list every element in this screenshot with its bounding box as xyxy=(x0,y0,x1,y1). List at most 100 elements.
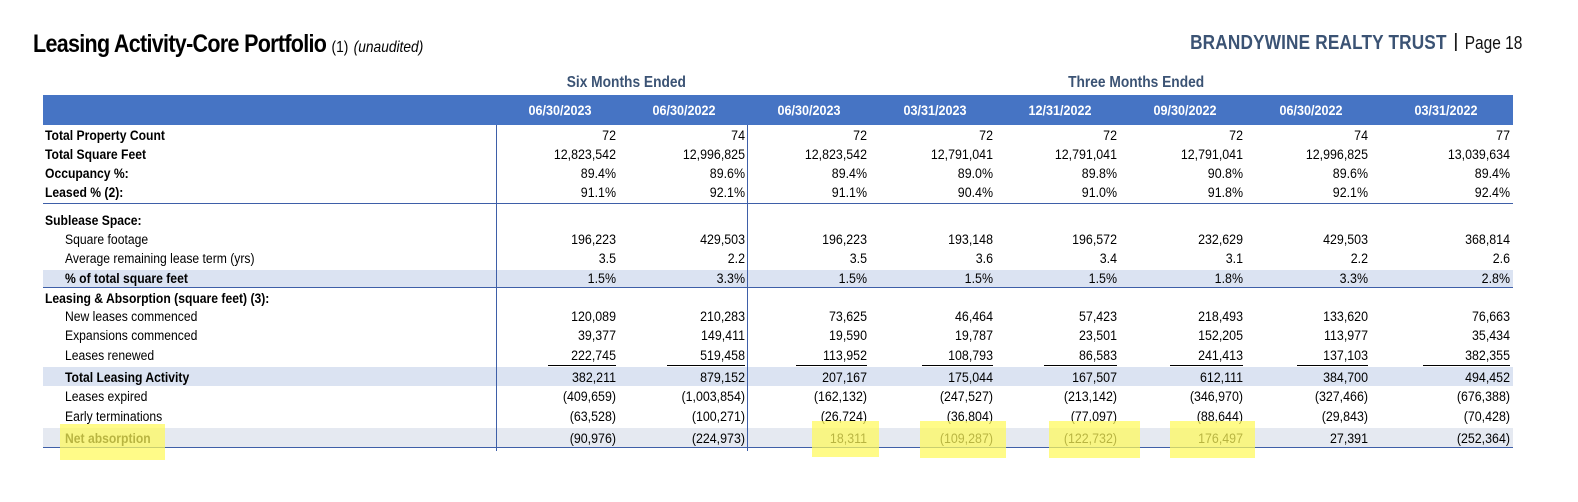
table-cell: 74 xyxy=(1354,128,1368,143)
table-cell: (90,976) xyxy=(569,431,616,446)
row-label: Leasing & Absorption (square feet) (3): xyxy=(45,291,270,306)
table-cell: 27,391 xyxy=(1330,431,1368,446)
table-cell: 89.0% xyxy=(957,166,993,181)
table-cell: (247,527) xyxy=(939,389,993,404)
table-cell: 91.8% xyxy=(1207,185,1243,200)
column-header: 06/30/2023 xyxy=(528,102,592,118)
subtotal-underline xyxy=(1044,365,1117,366)
table-cell: 89.6% xyxy=(1332,166,1368,181)
column-header: 03/31/2023 xyxy=(903,102,967,118)
table-cell: 90.8% xyxy=(1207,166,1243,181)
title-unaudited-note: (unaudited) xyxy=(353,39,424,56)
column-header: 06/30/2022 xyxy=(652,102,716,118)
table-cell: 612,111 xyxy=(1199,370,1243,385)
table-row: New leases commenced 120,089 210,283 73,625… xyxy=(0,307,1578,326)
table-cell: 19,590 xyxy=(829,328,867,343)
table-cell: 196,223 xyxy=(571,232,616,247)
table-cell: 3.6 xyxy=(975,251,993,266)
table-cell: (26,724) xyxy=(820,409,867,424)
row-band-pct-total-sqft xyxy=(43,270,1513,287)
column-divider xyxy=(747,125,748,451)
table-row: Net absorption(90,976)(224,973)18,311(10… xyxy=(0,429,1578,448)
table-cell: 89.6% xyxy=(709,166,745,181)
table-cell: 175,044 xyxy=(948,370,993,385)
row-label: Leased % (2): xyxy=(45,185,124,200)
table-cell: 35,434 xyxy=(1472,328,1510,343)
table-cell: 12,791,041 xyxy=(1054,147,1117,162)
group-header-six-months: Six Months Ended xyxy=(566,74,686,91)
table-cell: (224,973) xyxy=(691,431,745,446)
table-row: Average remaining lease term (yrs) 3.5 2.2… xyxy=(0,249,1578,268)
highlight-mark xyxy=(812,421,879,457)
row-label: Sublease Space: xyxy=(45,213,142,228)
table-cell: 429,503 xyxy=(1323,232,1368,247)
table-cell: 77 xyxy=(1496,128,1510,143)
table-cell: 86,583 xyxy=(1079,348,1117,363)
table-cell: 2.6 xyxy=(1492,251,1510,266)
table-cell: (252,364) xyxy=(1456,431,1510,446)
row-band-total-leasing xyxy=(43,367,1513,386)
row-label: Square footage xyxy=(65,232,149,247)
column-header-bar: 06/30/2023 06/30/2022 06/30/2023 03/31/2… xyxy=(43,95,1513,125)
row-label: Early terminations xyxy=(65,409,163,424)
table-cell: 91.1% xyxy=(831,185,867,200)
highlight-mark xyxy=(920,421,1006,458)
column-header: 09/30/2022 xyxy=(1153,102,1217,118)
table-cell: 13,039,634 xyxy=(1447,147,1510,162)
subtotal-underline xyxy=(667,365,745,366)
table-cell: 89.4% xyxy=(1474,166,1510,181)
table-cell: (36,804) xyxy=(946,409,993,424)
table-cell: 19,787 xyxy=(955,328,993,343)
table-row: % of total square feet 1.5% 3.3% 1.5% 1.5% 1.… xyxy=(0,269,1578,288)
table-cell: (162,132) xyxy=(813,389,867,404)
column-header: 12/31/2022 xyxy=(1028,102,1092,118)
table-cell: 23,501 xyxy=(1079,328,1117,343)
table-cell: 494,452 xyxy=(1465,370,1510,385)
table-row: Occupancy %: 89.4% 89.6% 89.4% 89.0% 89.8% 90.… xyxy=(0,164,1578,183)
table-cell: 113,952 xyxy=(823,348,867,363)
table-cell: 2.2 xyxy=(727,251,745,266)
table-cell: 222,745 xyxy=(571,348,616,363)
table-cell: 72 xyxy=(853,128,867,143)
page-header-brand: BRANDYWINE REALTY TRUST Page 18 xyxy=(1190,32,1522,55)
table-cell: (63,528) xyxy=(569,409,616,424)
table-cell: (346,970) xyxy=(1189,389,1243,404)
table-cell: 3.3% xyxy=(1339,271,1368,286)
table-cell: 113,977 xyxy=(1324,328,1368,343)
table-cell: 90.4% xyxy=(957,185,993,200)
column-divider xyxy=(496,125,497,451)
table-cell: 210,283 xyxy=(700,309,745,324)
table-row: Square footage 196,223 429,503 196,223 193,1… xyxy=(0,230,1578,249)
table-cell: (676,388) xyxy=(1456,389,1510,404)
row-label: Occupancy %: xyxy=(45,166,129,181)
table-cell: 149,411 xyxy=(701,328,745,343)
row-label: Expansions commenced xyxy=(65,328,198,343)
table-cell: 92.4% xyxy=(1474,185,1510,200)
table-cell: 12,791,041 xyxy=(1180,147,1243,162)
table-cell: 3.5 xyxy=(598,251,616,266)
row-label: Average remaining lease term (yrs) xyxy=(65,251,255,266)
table-cell: (409,659) xyxy=(562,389,616,404)
table-cell: 218,493 xyxy=(1198,309,1243,324)
title-footnote-ref: (1) xyxy=(331,39,349,56)
company-name: BRANDYWINE REALTY TRUST xyxy=(1189,32,1447,54)
table-cell: (327,466) xyxy=(1314,389,1368,404)
table-cell: 429,503 xyxy=(700,232,745,247)
table-cell: 39,377 xyxy=(578,328,616,343)
highlight-mark xyxy=(1170,421,1255,458)
page-number: Page 18 xyxy=(1464,33,1522,53)
table-cell: (77,097) xyxy=(1070,409,1117,424)
section-divider xyxy=(43,203,1513,204)
table-cell: 74 xyxy=(731,128,745,143)
table-cell: (1,003,854) xyxy=(681,389,745,404)
table-cell: 193,148 xyxy=(948,232,993,247)
column-header: 06/30/2023 xyxy=(777,102,841,118)
table-cell: 1.5% xyxy=(587,271,616,286)
table-cell: 3.5 xyxy=(849,251,867,266)
row-label: New leases commenced xyxy=(65,309,198,324)
table-cell: 89.8% xyxy=(1081,166,1117,181)
group-header-three-months: Three Months Ended xyxy=(1068,74,1205,91)
table-cell: (100,271) xyxy=(691,409,745,424)
table-cell: 382,355 xyxy=(1465,348,1510,363)
table-cell: 72 xyxy=(602,128,616,143)
